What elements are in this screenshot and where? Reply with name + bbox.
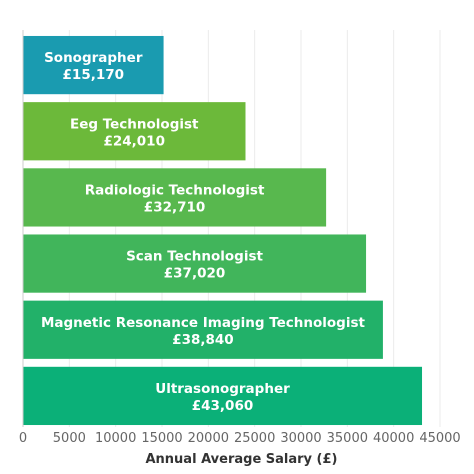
x-tick-label: 45000: [419, 431, 460, 446]
bar-group: Radiologic Technologist£32,710: [23, 168, 327, 227]
bar-value-label: £32,710: [144, 199, 206, 215]
bar: [23, 35, 164, 95]
bar-group: Sonographer£15,170: [23, 35, 164, 95]
x-tick-label: 15000: [141, 431, 182, 446]
grid-lines: [68, 30, 441, 427]
bar-group: Ultrasonographer£43,060: [23, 366, 423, 426]
bar-value-label: £15,170: [63, 67, 125, 83]
bar-group: Magnetic Resonance Imaging Technologist£…: [23, 300, 383, 359]
x-tick-label: 25000: [234, 431, 275, 446]
bar: [23, 300, 383, 359]
bar-value-label: £38,840: [172, 332, 234, 348]
x-tick-label: 40000: [373, 431, 414, 446]
bar: [23, 168, 327, 227]
bar: [23, 234, 367, 293]
bar-category-label: Sonographer: [44, 50, 143, 66]
bar-category-label: Ultrasonographer: [155, 381, 290, 397]
bar-category-label: Radiologic Technologist: [85, 182, 265, 198]
bar: [23, 102, 246, 161]
x-axis-ticks: 0 5000 10000 15000 20000 25000 30000 35000 40000…: [19, 431, 461, 446]
x-tick-label: 30000: [280, 431, 321, 446]
bar: [23, 366, 423, 426]
x-tick-label: 35000: [327, 431, 368, 446]
bar-group: Scan Technologist£37,020: [23, 234, 367, 293]
bar-category-label: Magnetic Resonance Imaging Technologist: [41, 315, 366, 331]
bar-value-label: £24,010: [103, 133, 165, 149]
x-tick-label: 20000: [188, 431, 229, 446]
x-tick-label: 0: [19, 431, 27, 446]
bars: Sonographer£15,170 Eeg Technologist£24,01…: [23, 35, 423, 426]
x-tick-label: 10000: [95, 431, 136, 446]
bar-category-label: Eeg Technologist: [70, 116, 199, 132]
x-tick-label: 5000: [53, 431, 86, 446]
bar-value-label: £43,060: [192, 398, 254, 414]
bar-category-label: Scan Technologist: [126, 249, 263, 265]
x-axis-title: Annual Average Salary (£): [145, 452, 337, 467]
bar-group: Eeg Technologist£24,010: [23, 102, 246, 161]
bar-value-label: £37,020: [164, 266, 226, 282]
